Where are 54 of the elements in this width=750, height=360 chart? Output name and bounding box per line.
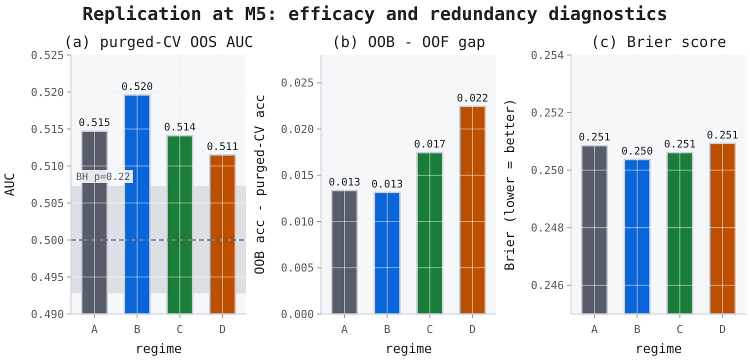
x-tick-label: B [384, 322, 391, 336]
y-tick-label: 0.515 [30, 122, 64, 136]
y-tick-label: 0.010 [280, 215, 314, 228]
x-axis-title: regime [385, 342, 432, 357]
y-tick-label: 0.020 [280, 122, 314, 136]
x-tick-label: C [676, 322, 684, 336]
data-label: 0.520 [121, 80, 153, 93]
x-tick-label: B [134, 322, 141, 336]
data-label: 0.251 [578, 132, 610, 144]
y-axis-title: OOB acc - purged-CV acc [253, 94, 268, 275]
x-tick-label: A [91, 322, 98, 336]
x-tick-label: D [469, 322, 476, 336]
x-tick-label: D [219, 322, 226, 336]
y-axis-title: AUC [3, 172, 18, 196]
data-label: 0.515 [78, 117, 110, 130]
data-label: 0.013 [371, 178, 403, 190]
y-tick-label: 0.505 [30, 196, 64, 210]
band-label: BH p=0.22 [76, 172, 130, 183]
y-tick-label: 0.246 [530, 279, 564, 292]
y-tick-label: 0.015 [280, 169, 314, 182]
y-tick-label: 0.500 [30, 234, 64, 247]
x-tick-label: D [719, 322, 726, 336]
data-label: 0.022 [456, 92, 488, 104]
y-tick-label: 0.005 [280, 262, 314, 275]
data-label: 0.013 [328, 176, 360, 189]
y-tick-label: 0.520 [30, 86, 64, 99]
y-tick-label: 0.495 [30, 270, 64, 284]
y-tick-label: 0.490 [30, 308, 64, 321]
text: Replication at M5: efficacy and redundancy diagnostics [82, 4, 668, 25]
y-axis-title: Brier (lower = better) [503, 98, 518, 271]
chart-title: (a) purged-CV OOS AUC [64, 33, 254, 51]
data-label: 0.511 [206, 140, 238, 153]
y-tick-label: 0.510 [30, 160, 64, 173]
x-tick-label: A [341, 322, 348, 336]
y-tick-label: 0.250 [530, 164, 564, 177]
x-tick-label: B [634, 322, 641, 336]
y-tick-label: 0.252 [530, 106, 564, 120]
x-axis-title: regime [135, 342, 182, 357]
x-tick-label: A [591, 322, 598, 336]
chart-title: (b) OOB - OOF gap [332, 33, 486, 51]
data-label: 0.250 [621, 145, 653, 158]
chart-title: (c) Brier score [590, 33, 726, 51]
x-tick-label: C [426, 322, 434, 336]
x-tick-label: C [176, 322, 184, 336]
y-tick-label: 0.248 [530, 222, 564, 235]
y-tick-label: 0.525 [30, 48, 64, 62]
y-tick-label: 0.025 [280, 76, 314, 90]
data-label: 0.514 [164, 122, 196, 134]
y-tick-label: 0.000 [280, 308, 314, 321]
y-tick-label: 0.254 [530, 48, 564, 62]
x-axis-title: regime [635, 342, 682, 357]
data-label: 0.251 [664, 138, 696, 151]
data-label: 0.017 [414, 138, 446, 151]
data-label: 0.251 [706, 129, 738, 142]
